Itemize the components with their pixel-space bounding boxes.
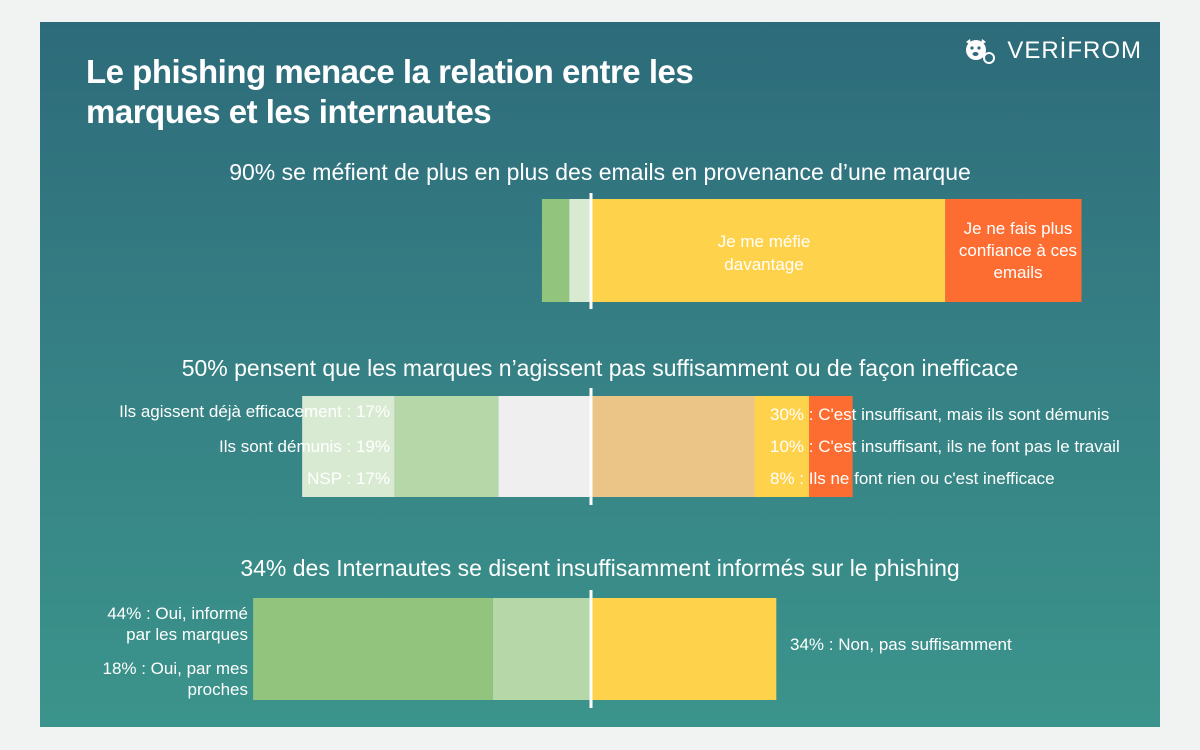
c3-left-label-2a: 18% : Oui, par mes [102,659,248,678]
chart-3-left-bar-1 [253,598,493,700]
c2-right-label-2: 10% : C'est insuffisant, ils ne font pas… [770,437,1120,456]
c3-left-label-1b: par les marques [126,625,248,644]
dog-magnifier-icon [966,39,996,64]
page-title: Le phishing menace la relation entre les… [86,52,786,132]
chart-1-yellow-label: Je me méfie davantage [718,232,811,274]
c3-left-label-1a: 44% : Oui, informé [107,604,248,623]
c3-right-label: 34% : Non, pas suffisamment [790,635,1012,654]
chart-2-right-bar-3 [809,396,853,497]
chart-1-right-bar-2 [945,199,1082,302]
c2-left-label-1: Ils agissent déjà efficacement : 17% [119,402,390,421]
title-line-2: marques et les internautes [86,93,492,130]
chart-2-right-bar-2 [754,396,809,497]
c2-left-label-3: NSP : 17% [307,469,390,488]
chart-1-left-bar-2 [569,199,591,302]
c2-right-label-1: 30% : C'est insuffisant, mais ils sont d… [770,405,1110,424]
chart-2-title: 50% pensent que les marques n’agissent p… [181,355,1019,381]
chart-3-title: 34% des Internautes se disent insuffisam… [240,555,960,581]
c2-left-label-2: Ils sont démunis : 19% [218,437,390,456]
c2-right-label-3: 8% : Ils ne font rien ou c'est inefficac… [770,469,1055,488]
chart-3-left-bar-2 [492,598,591,700]
chart-1-right-bar-1 [591,199,946,302]
chart-1-title: 90% se méfient de plus en plus des email… [229,159,971,185]
brand-logo: VERİFROM [963,36,1142,66]
chart-2-left-bar-1 [302,396,395,497]
chart-2-left-bar-3 [498,396,591,497]
title-line-1: Le phishing menace la relation entre les [86,53,694,90]
chart-1-orange-label: Je ne fais plus confiance à ces emails [959,219,1077,282]
chart-2-right-bar-1 [591,396,755,497]
brand-name: VERİFROM [1007,37,1142,64]
chart-1-left-bar-1 [541,199,570,302]
chart-3-right-bar-1 [591,598,777,700]
chart-2-left-bar-2 [394,396,499,497]
c3-left-label-2b: proches [187,680,248,699]
